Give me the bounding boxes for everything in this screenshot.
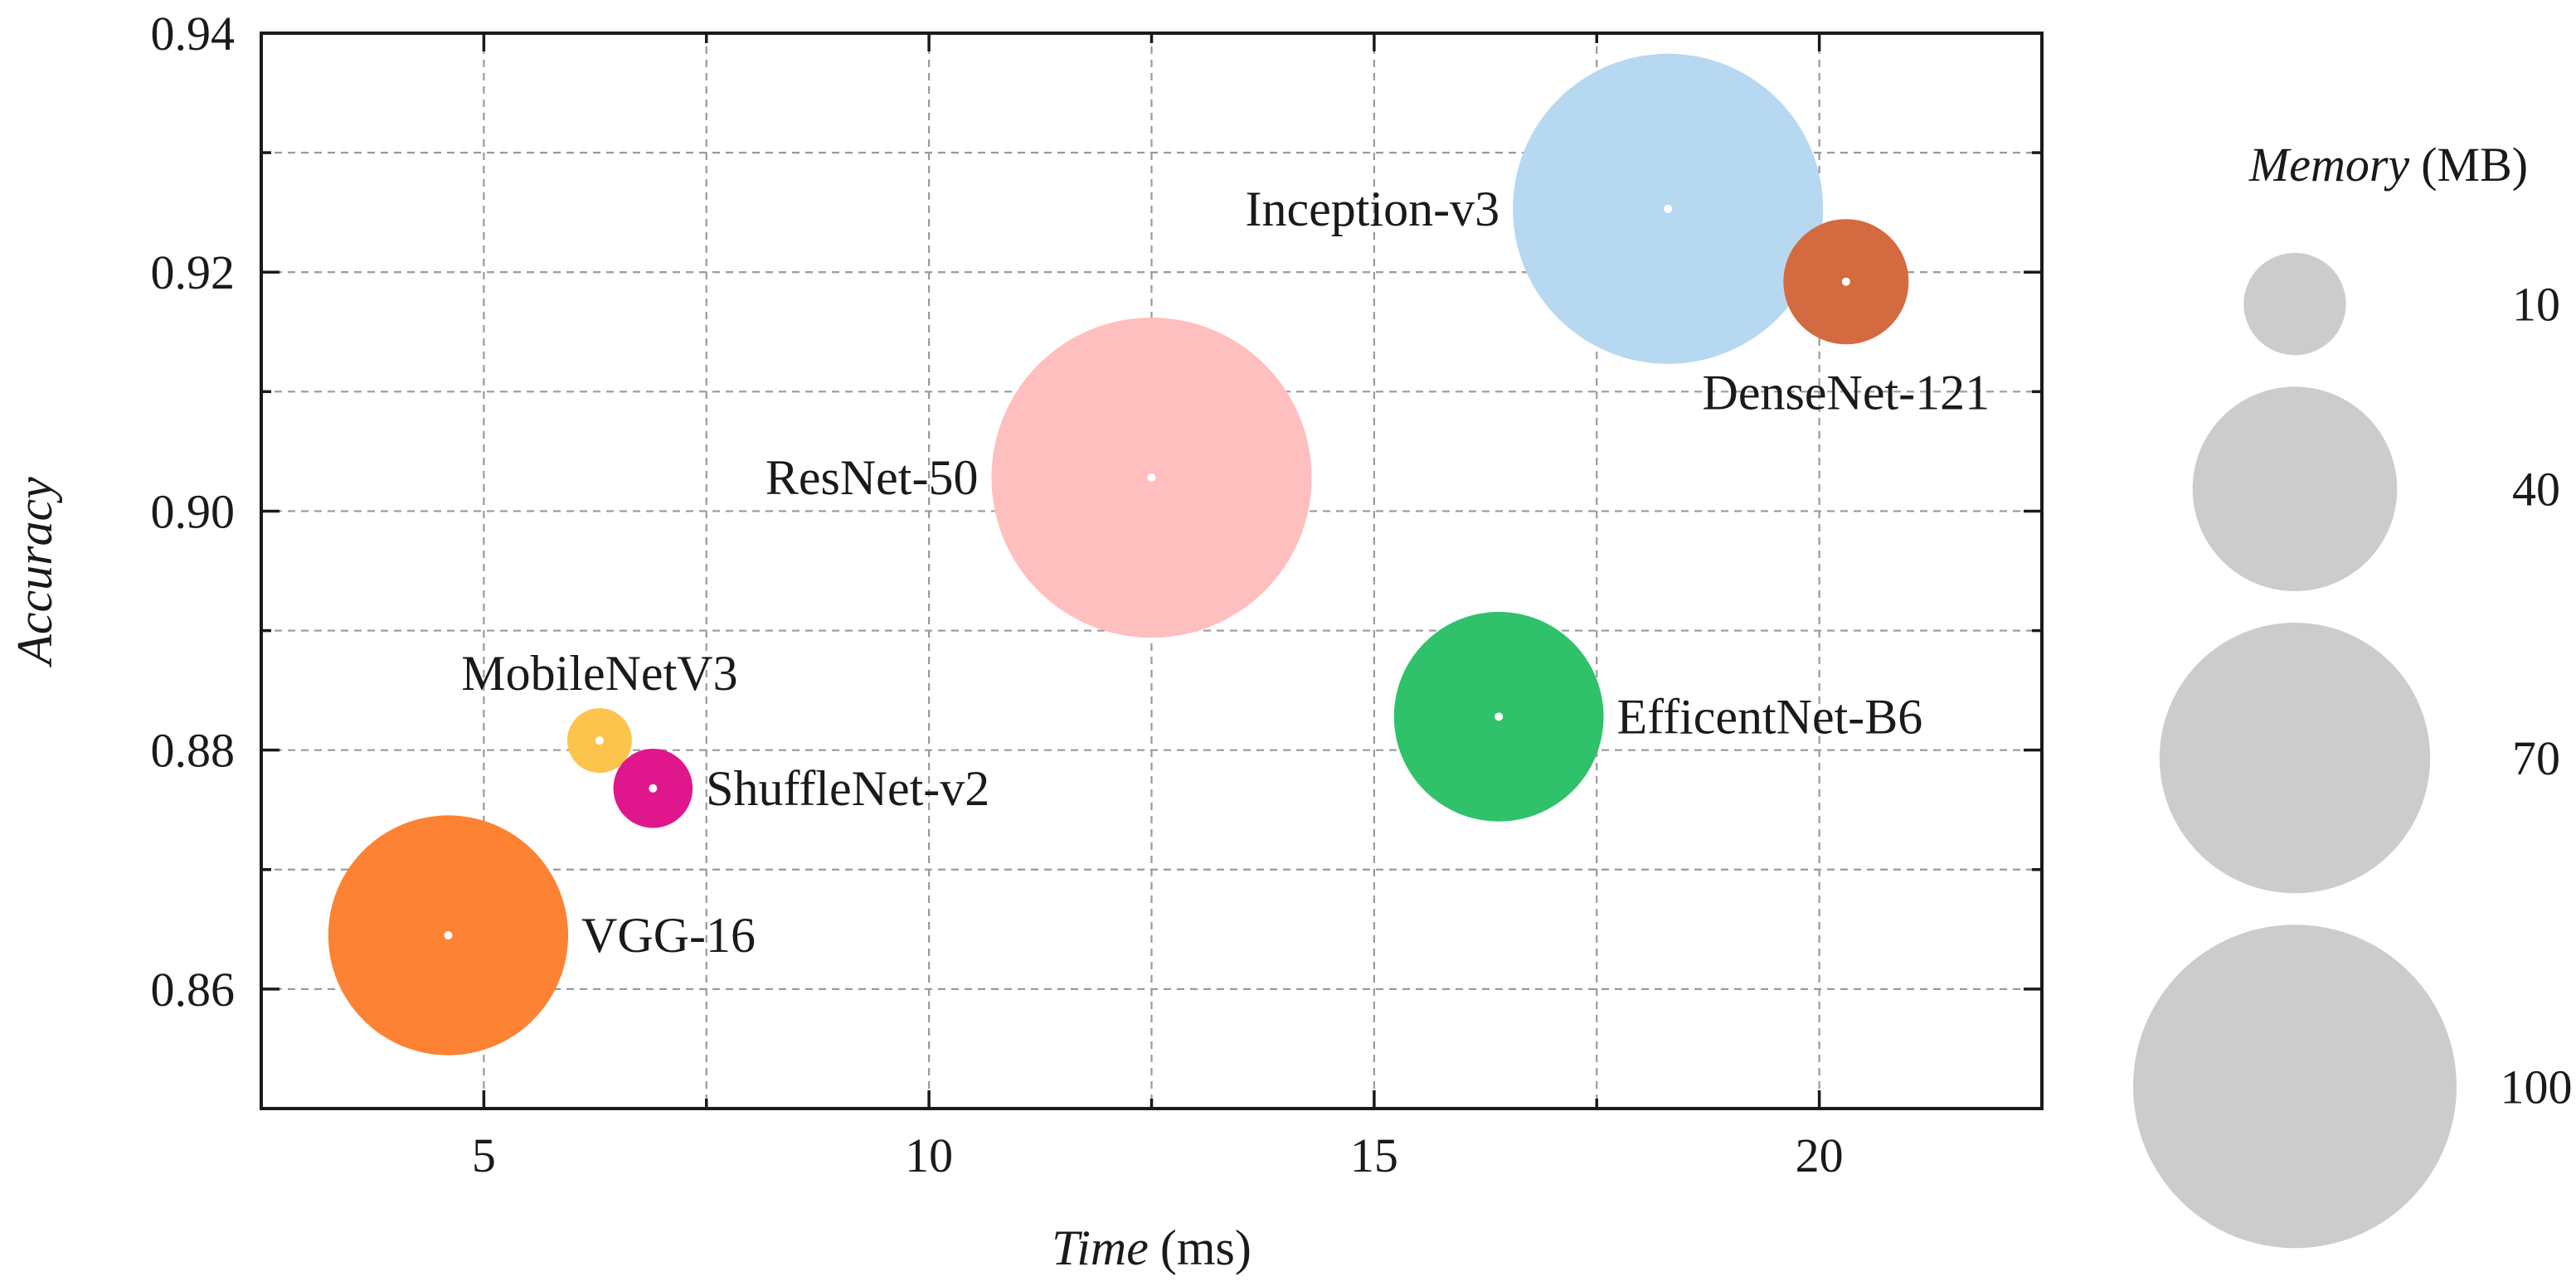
- label-efficentnet-b6: EfficentNet-B6: [1617, 689, 1923, 744]
- x-tick-label: 20: [1796, 1128, 1844, 1182]
- x-axis-title: Time (ms): [1052, 1220, 1252, 1275]
- label-shufflenet-v2: ShuffleNet-v2: [706, 761, 989, 816]
- legend-bubble-100: [2133, 924, 2457, 1249]
- y-tick-label: 0.86: [151, 963, 236, 1017]
- bubbles: [328, 53, 1909, 1055]
- y-tick-label: 0.92: [151, 245, 236, 299]
- label-vgg-16: VGG-16: [581, 908, 756, 963]
- label-densenet-121: DenseNet-121: [1703, 365, 1990, 420]
- y-tick-label: 0.88: [151, 724, 236, 778]
- legend-title: Memory (MB): [2248, 138, 2528, 192]
- y-tick-label: 0.94: [151, 7, 236, 61]
- bubble-center-resnet-50: [1147, 473, 1156, 483]
- x-axis-title-unit: (ms): [1160, 1220, 1252, 1275]
- x-tick-label: 15: [1350, 1128, 1398, 1182]
- label-mobilenetv3: MobileNetV3: [461, 646, 737, 701]
- bubble-center-mobilenetv3: [595, 736, 604, 745]
- label-inception-v3: Inception-v3: [1246, 182, 1500, 236]
- legend-label-40: 40: [2512, 463, 2560, 517]
- label-resnet-50: ResNet-50: [766, 450, 979, 505]
- legend-title-main: Memory: [2248, 138, 2410, 192]
- bubble-center-vgg-16: [444, 931, 453, 940]
- bubble-center-shufflenet-v2: [649, 784, 658, 793]
- point-labels: VGG-16 MobileNetV3 ShuffleNet-v2 ResNet-50 E…: [461, 182, 1990, 963]
- legend-bubble-40: [2192, 386, 2398, 591]
- x-axis-title-main: Time: [1052, 1220, 1149, 1275]
- y-axis-title: Accuracy: [7, 477, 62, 668]
- y-tick-label: 0.90: [151, 484, 236, 538]
- legend-bubble-70: [2159, 622, 2431, 894]
- bubble-center-inception-v3: [1664, 204, 1673, 213]
- legend-label-100: 100: [2501, 1060, 2573, 1114]
- bubble-center-densenet-121: [1841, 277, 1850, 286]
- tick-labels: 5 10 15 20 0.86 0.88 0.90 0.92 0.94: [151, 7, 1844, 1182]
- legend-bubble-10: [2243, 253, 2346, 356]
- size-legend: Memory (MB) 10 40 70 100: [2133, 138, 2573, 1249]
- bubble-center-efficentnet-b6: [1495, 712, 1504, 721]
- x-tick-label: 10: [905, 1128, 953, 1182]
- x-tick-label: 5: [472, 1128, 496, 1182]
- legend-items: 10 40 70 100: [2133, 253, 2573, 1249]
- legend-label-10: 10: [2512, 278, 2560, 332]
- legend-label-70: 70: [2512, 731, 2560, 785]
- axis-ticks: [261, 32, 2042, 1109]
- legend-title-unit: (MB): [2421, 138, 2528, 192]
